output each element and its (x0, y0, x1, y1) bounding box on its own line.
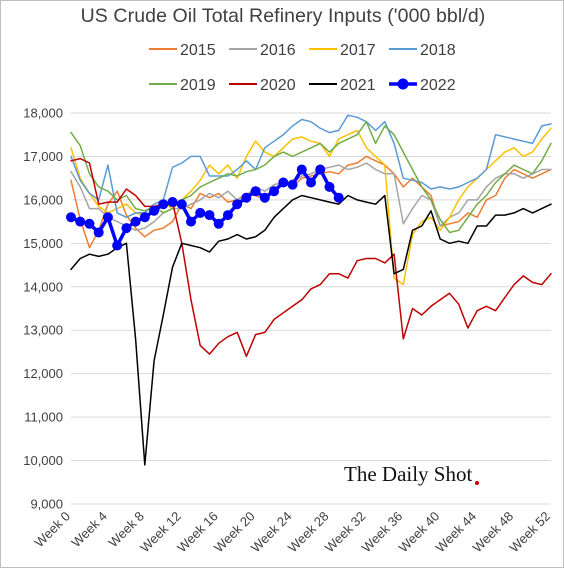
data-point-2022 (195, 207, 206, 218)
data-point-2022 (287, 179, 298, 190)
series-line-2016 (70, 162, 552, 232)
data-point-2022 (130, 216, 141, 227)
y-tick-label: 15,000 (23, 236, 63, 251)
x-tick-label: Week 52 (506, 509, 553, 556)
data-point-2022 (167, 197, 178, 208)
data-point-2022 (84, 218, 95, 229)
y-tick-label: 9,000 (30, 497, 63, 512)
legend-label-2022: 2022 (420, 77, 456, 94)
data-point-2022 (324, 181, 335, 192)
watermark-text: The Daily Shot (344, 462, 472, 486)
watermark-dot (475, 481, 479, 485)
legend-label-2017: 2017 (340, 42, 376, 59)
data-point-2022 (250, 186, 261, 197)
data-point-2022 (213, 218, 224, 229)
y-tick-label: 18,000 (23, 106, 63, 121)
series-line-2020 (70, 157, 552, 358)
data-point-2022 (139, 212, 150, 223)
data-point-2022 (296, 164, 307, 175)
legend-label-2020: 2020 (260, 77, 296, 94)
y-tick-label: 12,000 (23, 366, 63, 381)
data-point-2022 (121, 223, 132, 234)
y-tick-label: 16,000 (23, 192, 63, 207)
data-point-2022 (232, 199, 243, 210)
data-point-2022 (158, 199, 169, 210)
data-point-2022 (222, 210, 233, 221)
data-point-2022 (66, 212, 76, 223)
data-point-2022 (102, 212, 113, 223)
data-point-2022 (269, 186, 280, 197)
data-point-2022 (315, 164, 326, 175)
data-point-2022 (204, 210, 215, 221)
y-tick-label: 10,000 (23, 453, 63, 468)
y-tick-label: 11,000 (24, 410, 63, 425)
data-point-2022 (176, 199, 187, 210)
x-tick-label: Week 0 (32, 509, 74, 551)
y-tick-label: 13,000 (23, 323, 63, 338)
legend-label-2021: 2021 (340, 77, 376, 94)
data-point-2022 (149, 205, 160, 216)
series-line-2021 (70, 194, 552, 466)
data-point-2022 (186, 216, 196, 227)
data-point-2022 (112, 240, 123, 251)
chart-title: US Crude Oil Total Refinery Inputs ('000… (80, 5, 486, 27)
y-tick-label: 14,000 (23, 279, 63, 294)
data-point-2022 (241, 192, 252, 203)
data-point-2022 (93, 227, 104, 238)
data-point-2022 (259, 192, 270, 203)
data-point-2022 (278, 177, 289, 188)
x-tick-label: Week 4 (68, 509, 110, 551)
legend-label-2016: 2016 (260, 42, 296, 59)
legend-label-2018: 2018 (420, 42, 456, 59)
legend-label-2015: 2015 (180, 42, 216, 59)
legend-label-2019: 2019 (180, 77, 216, 94)
legend-marker-2022 (397, 78, 409, 90)
data-point-2022 (75, 216, 86, 227)
series-line-2015 (70, 155, 552, 249)
y-tick-label: 17,000 (23, 149, 63, 164)
data-point-2022 (333, 192, 344, 203)
data-point-2022 (306, 177, 316, 188)
series-line-2017 (70, 127, 552, 286)
